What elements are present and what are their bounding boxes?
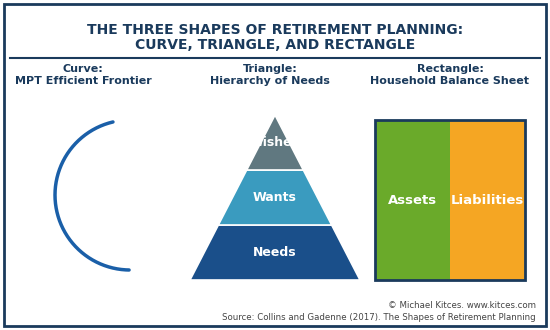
Polygon shape (218, 170, 332, 225)
Text: THE THREE SHAPES OF RETIREMENT PLANNING:: THE THREE SHAPES OF RETIREMENT PLANNING: (87, 23, 463, 37)
Text: Hierarchy of Needs: Hierarchy of Needs (210, 76, 330, 86)
Bar (375, 120, 450, 280)
Text: Needs: Needs (253, 246, 297, 259)
Text: Wishes: Wishes (250, 136, 300, 149)
Text: Wants: Wants (253, 191, 297, 204)
Bar (450, 120, 525, 280)
Text: Source: Collins and Gadenne (2017). The Shapes of Retirement Planning: Source: Collins and Gadenne (2017). The … (222, 313, 536, 321)
Text: Curve:: Curve: (63, 64, 103, 74)
Text: Triangle:: Triangle: (243, 64, 298, 74)
Text: Liabilities: Liabilities (451, 193, 524, 207)
Text: © Michael Kitces. www.kitces.com: © Michael Kitces. www.kitces.com (388, 302, 536, 311)
Text: Household Balance Sheet: Household Balance Sheet (371, 76, 530, 86)
Text: CURVE, TRIANGLE, AND RECTANGLE: CURVE, TRIANGLE, AND RECTANGLE (135, 38, 415, 52)
Polygon shape (190, 225, 360, 280)
Text: MPT Efficient Frontier: MPT Efficient Frontier (15, 76, 151, 86)
Text: Rectangle:: Rectangle: (416, 64, 483, 74)
Bar (375, 120, 525, 280)
Polygon shape (246, 115, 304, 170)
Text: Assets: Assets (388, 193, 437, 207)
